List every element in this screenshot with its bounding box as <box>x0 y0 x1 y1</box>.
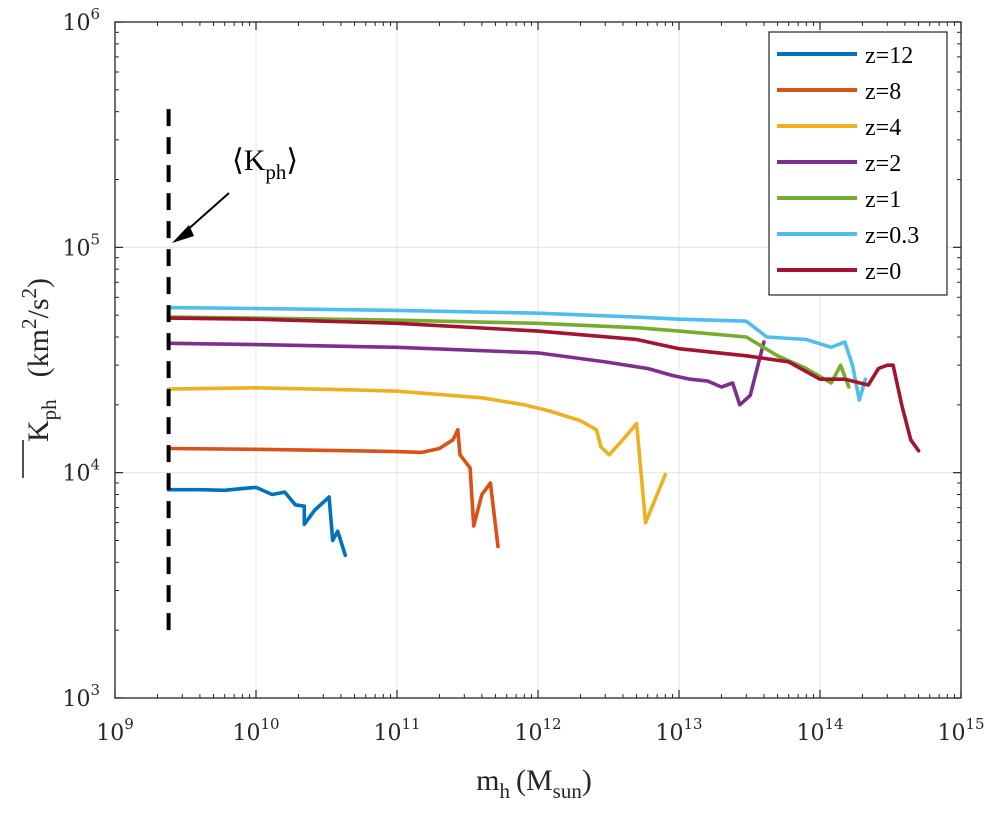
x-axis-label: mh (Msun) <box>476 764 592 803</box>
x-tick-label: 1014 <box>796 715 843 746</box>
x-tick-label: 1012 <box>514 715 561 746</box>
series-layer <box>166 305 921 558</box>
ticks: 109 1010 1011 1012 1013 1014 1015 103 104 105 106 <box>62 5 984 746</box>
x-tick-label: 1011 <box>373 715 420 746</box>
legend-label-z=1: z=1 <box>865 187 901 213</box>
y-axis-label: Kph(km2/s2) <box>17 278 61 478</box>
annotation: ⟨Kph⟩ <box>166 100 298 631</box>
series-line-z=8 <box>166 428 500 549</box>
legend-label-z=0: z=0 <box>865 259 901 285</box>
x-tick-label: 109 <box>96 715 134 746</box>
annotation-arrow-head <box>172 225 194 243</box>
series-line-z=12 <box>166 485 348 558</box>
legend-label-z=4: z=4 <box>865 115 901 141</box>
y-tick-label: 105 <box>62 230 100 261</box>
annotation-label: ⟨Kph⟩ <box>232 144 298 184</box>
legend: z=12 z=8 z=4 z=2 z=1 z=0.3 z=0 <box>768 31 948 296</box>
annotation-arrow-shaft <box>184 192 230 233</box>
y-tick-label: 106 <box>62 5 100 36</box>
series-line-z=2 <box>166 340 766 407</box>
x-tick-label: 1013 <box>655 715 702 746</box>
svg-text:Kph(km2/s2): Kph(km2/s2) <box>17 278 61 442</box>
legend-label-z=2: z=2 <box>865 151 901 177</box>
legend-label-z=12: z=12 <box>865 43 913 69</box>
series-line-z=4 <box>166 386 668 525</box>
legend-label-z=0.3: z=0.3 <box>865 223 919 249</box>
y-tick-label: 104 <box>62 456 100 487</box>
x-tick-label: 1010 <box>232 715 279 746</box>
legend-label-z=8: z=8 <box>865 79 901 105</box>
y-tick-label: 103 <box>62 681 100 712</box>
series-line-z=0 <box>166 316 921 453</box>
series-line-z=0.3 <box>166 305 868 402</box>
x-tick-label: 1015 <box>937 715 984 746</box>
